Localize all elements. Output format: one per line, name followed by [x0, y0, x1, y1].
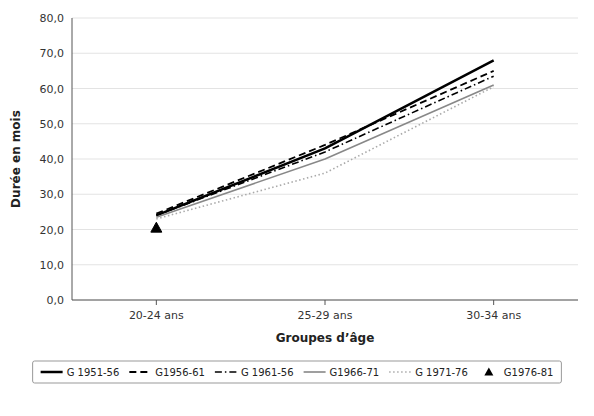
legend: G 1951-56 G1956-61 G 1961-56 G1966-71 G 1971…: [33, 361, 562, 383]
legend-item: G1956-61: [129, 367, 205, 378]
y-tick-label: 0,0: [47, 294, 65, 307]
series-line: [156, 76, 493, 215]
legend-box: [33, 361, 562, 383]
legend-label: G1956-61: [155, 367, 205, 378]
x-tick: [325, 300, 326, 305]
grid-line: [72, 229, 578, 230]
legend-line: [389, 371, 411, 373]
x-tick-label: 30-34 ans: [466, 309, 521, 322]
y-axis-label: Durée en mois: [9, 110, 23, 208]
legend-line: [41, 371, 63, 374]
y-tick-label: 70,0: [40, 47, 65, 60]
y-tick-label: 50,0: [40, 118, 65, 131]
x-tick: [493, 300, 494, 305]
legend-item: G1976-81: [484, 367, 553, 378]
legend-label: G1966-71: [330, 367, 380, 378]
y-tick-label: 40,0: [40, 153, 65, 166]
grid-line: [72, 194, 578, 195]
series-line: [156, 71, 493, 214]
legend-item: G 1961-56: [215, 367, 294, 378]
y-tick-label: 10,0: [40, 259, 65, 272]
plot-area: [72, 18, 578, 300]
y-axis-line: [72, 18, 73, 300]
legend-label: G 1951-56: [67, 367, 120, 378]
legend-label: G 1961-56: [241, 367, 294, 378]
y-tick-label: 60,0: [40, 83, 65, 96]
grid-line: [72, 123, 578, 124]
chart: 0,0 10,0 20,0 30,0 40,0 50,0 60,0 70,0 80,0 20-24…: [0, 0, 594, 416]
series-line: [156, 87, 493, 219]
legend-line: [304, 371, 326, 373]
grid-line: [72, 264, 578, 265]
x-tick: [156, 300, 157, 305]
legend-item: G 1951-56: [41, 367, 120, 378]
y-tick-label: 80,0: [40, 12, 65, 25]
series-marker: [151, 222, 162, 232]
grid-line: [72, 88, 578, 89]
series-group: [151, 60, 494, 232]
y-tick-label: 20,0: [40, 224, 65, 237]
grid-line: [72, 18, 578, 19]
legend-line: [129, 371, 151, 373]
x-axis-label: Groupes d’âge: [276, 331, 375, 345]
legend-item: G1966-71: [304, 367, 380, 378]
y-tick-label: 30,0: [40, 188, 65, 201]
legend-label: G1976-81: [504, 367, 554, 378]
grid: [72, 18, 578, 300]
x-tick-label: 20-24 ans: [129, 309, 184, 322]
x-tick-label: 25-29 ans: [298, 309, 353, 322]
series-line: [156, 60, 493, 215]
grid-line: [72, 53, 578, 54]
legend-label: G 1971-76: [415, 367, 468, 378]
legend-marker: [484, 368, 493, 376]
legend-item: G 1971-76: [389, 367, 468, 378]
series-line: [156, 85, 493, 217]
legend-line: [215, 371, 237, 373]
